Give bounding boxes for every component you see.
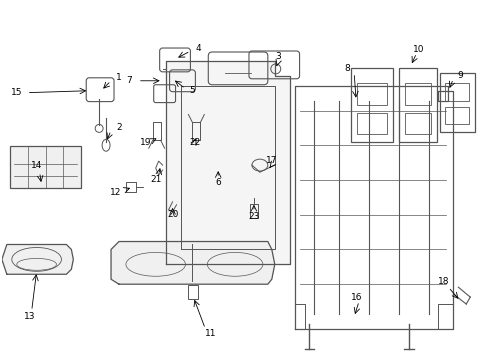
- Bar: [445, 83, 469, 100]
- Text: 6: 6: [215, 179, 221, 188]
- Polygon shape: [166, 61, 290, 264]
- Polygon shape: [111, 242, 275, 284]
- Text: 10: 10: [413, 45, 424, 54]
- Bar: [399, 68, 437, 142]
- Text: 19: 19: [140, 138, 151, 147]
- Bar: [357, 83, 387, 105]
- Text: 14: 14: [31, 161, 42, 170]
- Bar: [405, 83, 431, 105]
- Text: 11: 11: [204, 329, 216, 338]
- Text: 17: 17: [266, 156, 277, 165]
- Text: 23: 23: [248, 212, 260, 221]
- Text: 21: 21: [150, 175, 161, 184]
- Text: 2: 2: [116, 123, 122, 132]
- Text: 13: 13: [24, 312, 35, 321]
- Bar: [189, 285, 198, 299]
- Text: 20: 20: [167, 210, 178, 219]
- Text: 22: 22: [190, 138, 201, 147]
- Bar: [351, 68, 393, 142]
- Bar: [441, 73, 475, 132]
- Text: 12: 12: [110, 188, 122, 197]
- Bar: [445, 107, 469, 125]
- Text: 16: 16: [351, 293, 363, 302]
- Bar: [357, 113, 387, 134]
- Polygon shape: [2, 244, 73, 274]
- Bar: [405, 113, 431, 134]
- Text: 8: 8: [344, 64, 350, 73]
- Text: 9: 9: [458, 71, 463, 80]
- Text: 5: 5: [190, 86, 196, 95]
- Text: 18: 18: [438, 277, 449, 286]
- Bar: [10, 146, 81, 188]
- Text: 3: 3: [275, 53, 281, 62]
- Text: 1: 1: [116, 73, 122, 82]
- Text: 4: 4: [196, 44, 201, 53]
- Text: 7: 7: [126, 76, 132, 85]
- Text: 15: 15: [11, 88, 23, 97]
